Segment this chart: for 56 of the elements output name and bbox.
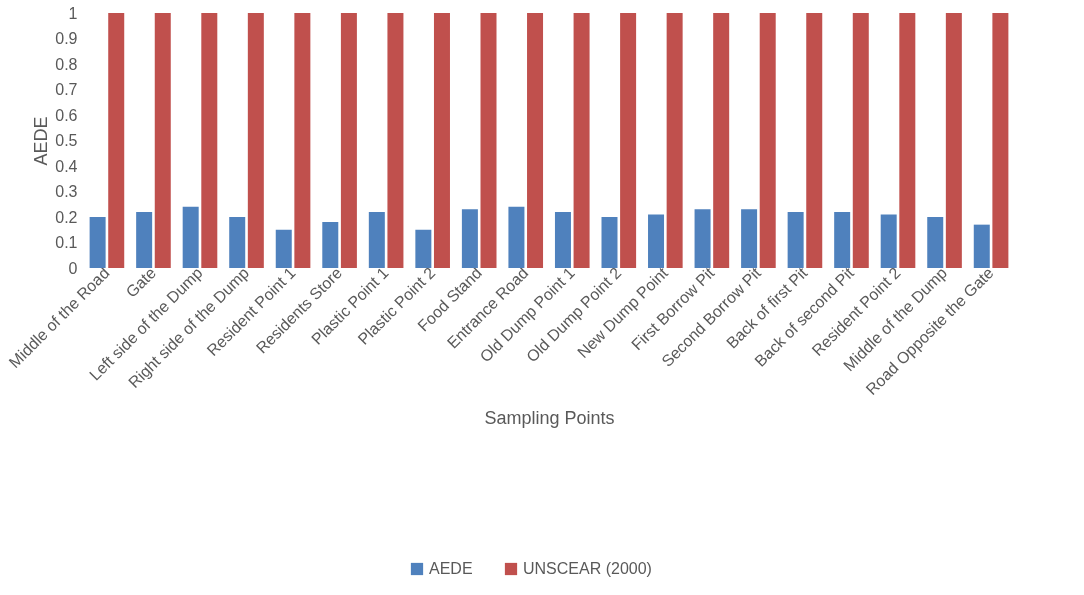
bar: [136, 211, 153, 268]
x-axis-title: Sampling Points: [484, 408, 615, 429]
bar: [247, 13, 264, 268]
y-tick-label: 1: [68, 4, 78, 22]
bar: [340, 13, 357, 268]
bar: [573, 13, 590, 268]
y-tick-label: 0.7: [55, 81, 78, 98]
y-tick-label: 0.6: [55, 106, 78, 124]
bar: [433, 13, 450, 268]
bar: [759, 13, 776, 268]
bar: [480, 13, 497, 268]
y-tick-label: 0: [68, 259, 78, 277]
bar: [182, 206, 199, 268]
y-tick-label: 0.1: [55, 234, 78, 251]
bar: [201, 13, 218, 268]
bar: [834, 211, 851, 268]
bar: [527, 13, 544, 268]
y-tick-label: 0.2: [55, 208, 78, 226]
legend-label: UNSCEAR (2000): [523, 560, 652, 577]
y-axis-title: AEDE: [31, 116, 52, 166]
bar: [601, 217, 618, 268]
bar: [852, 13, 869, 268]
bar: [294, 13, 311, 268]
bar: [899, 13, 916, 268]
bar: [322, 222, 339, 268]
y-tick-label: 0.9: [55, 30, 78, 47]
bar: [973, 224, 990, 268]
bar: [415, 229, 432, 268]
bar: [275, 229, 292, 268]
bar: [554, 211, 571, 268]
bar: [368, 211, 385, 268]
bar: [992, 13, 1009, 268]
bar: [741, 209, 758, 268]
bar: [806, 13, 823, 268]
y-tick-label: 0.3: [55, 183, 78, 200]
bar: [229, 217, 246, 268]
bar: [694, 209, 711, 268]
bar: [945, 13, 962, 268]
bar: [666, 13, 683, 268]
bar: [508, 206, 525, 268]
legend-label: AEDE: [429, 560, 473, 577]
bar: [461, 209, 478, 268]
y-tick-label: 0.5: [55, 132, 78, 149]
x-tick-label: Gate: [122, 264, 160, 301]
bar: [648, 214, 665, 268]
bar: [713, 13, 730, 268]
bar: [387, 13, 404, 268]
y-tick-label: 0.4: [55, 157, 78, 175]
bar: [787, 211, 804, 268]
y-tick-label: 0.8: [55, 55, 78, 73]
bar: [89, 217, 106, 268]
bar: [154, 13, 171, 268]
bar: [620, 13, 637, 268]
bar: [927, 217, 944, 268]
bar: [880, 214, 897, 268]
bar: [108, 13, 125, 268]
